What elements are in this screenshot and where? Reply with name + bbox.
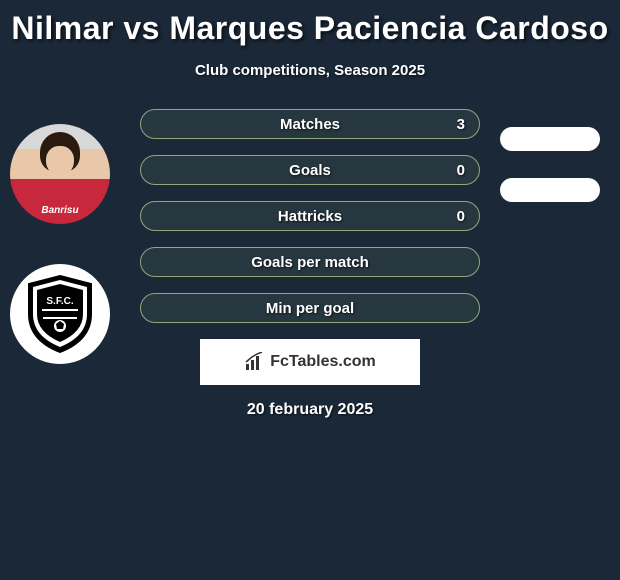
- stats-panel: Matches 3 Goals 0 Hattricks 0 Goals per …: [140, 109, 480, 323]
- player-avatar: Banrisu: [10, 124, 110, 224]
- branding-text: FcTables.com: [270, 353, 376, 371]
- opponent-pill-2: [500, 178, 600, 202]
- stat-value: 3: [457, 116, 465, 133]
- player-photo: Banrisu: [10, 124, 110, 224]
- club-badge: S.F.C.: [10, 264, 110, 364]
- subtitle: Club competitions, Season 2025: [0, 62, 620, 79]
- stat-value: 0: [457, 162, 465, 179]
- stat-label: Hattricks: [278, 208, 342, 225]
- stat-label: Matches: [280, 116, 340, 133]
- stat-label: Goals: [289, 162, 331, 179]
- stat-row-hattricks: Hattricks 0: [140, 201, 480, 231]
- chart-icon: [244, 352, 264, 372]
- branding-box[interactable]: FcTables.com: [200, 339, 420, 385]
- stat-row-goals: Goals 0: [140, 155, 480, 185]
- stat-row-min-per-goal: Min per goal: [140, 293, 480, 323]
- date-label: 20 february 2025: [0, 401, 620, 419]
- stat-label: Min per goal: [266, 300, 354, 317]
- stat-value: 0: [457, 208, 465, 225]
- svg-text:S.F.C.: S.F.C.: [46, 296, 73, 307]
- opponent-pill-1: [500, 127, 600, 151]
- page-title: Nilmar vs Marques Paciencia Cardoso: [0, 0, 620, 47]
- stat-row-matches: Matches 3: [140, 109, 480, 139]
- stat-row-goals-per-match: Goals per match: [140, 247, 480, 277]
- stat-label: Goals per match: [251, 254, 369, 271]
- jersey-sponsor: Banrisu: [10, 205, 110, 216]
- shield-icon: S.F.C.: [25, 274, 95, 354]
